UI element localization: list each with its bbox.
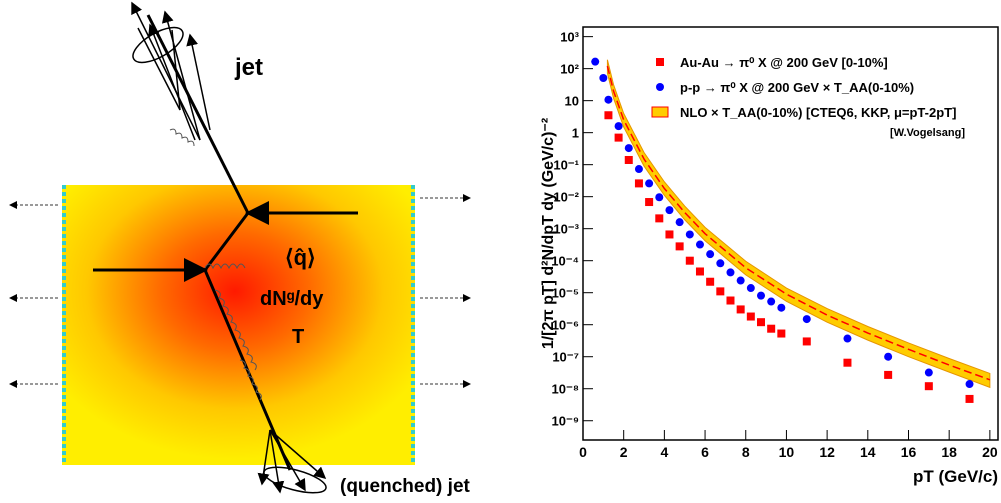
pp-point	[777, 303, 786, 312]
x-tick-label: 10	[779, 444, 795, 460]
chart: 10³ 10² 10 1 10⁻¹ 10⁻² 10⁻³ 10⁻⁴ 10⁻⁵ 10⁻⁶ 10⁻⁷ 10⁻…	[540, 26, 999, 486]
y-tick-label: 10⁻¹	[553, 158, 579, 173]
gluons	[169, 128, 262, 401]
y-axis-label: 1/[2π pT] d²N/dpT dy (GeV/c)⁻²	[540, 118, 557, 349]
legend-label: NLO × T_AA(0-10%) [CTEQ6, KKP, μ=pT-2pT]	[680, 105, 956, 120]
pp-point	[884, 352, 893, 361]
pp-point	[746, 284, 755, 293]
x-tick-label: 12	[819, 444, 835, 460]
partons	[93, 14, 358, 471]
pp-point	[624, 144, 633, 153]
au-au-point	[604, 111, 613, 120]
pp-point	[685, 230, 694, 239]
x-tick-label: 16	[901, 444, 917, 460]
x-tick-label: 0	[579, 444, 587, 460]
pp-point	[665, 206, 674, 215]
pp-point	[726, 268, 735, 277]
y-tick-label: 1	[572, 126, 579, 141]
pp-point	[645, 179, 654, 188]
au-au-point	[695, 267, 704, 276]
x-tick-label: 4	[660, 444, 668, 460]
y-tick-label: 10⁻⁷	[552, 350, 579, 365]
au-au-point	[665, 230, 674, 239]
au-au-point	[685, 256, 694, 265]
x-tick-label: 6	[701, 444, 709, 460]
pp-point	[716, 259, 725, 268]
x-axis-label: pT (GeV/c)	[913, 467, 998, 486]
au-au-point	[614, 133, 623, 142]
pp-point	[695, 240, 704, 249]
y-tick-label: 10⁻³	[553, 222, 579, 237]
pp-point	[924, 368, 933, 377]
au-au-point	[777, 329, 786, 338]
label-dndy: dNᵍ/dy	[260, 288, 324, 310]
au-au-point	[726, 296, 735, 305]
pp-point	[757, 291, 766, 300]
uncertainty-band	[606, 59, 991, 389]
au-au-point	[746, 312, 755, 321]
pp-point	[965, 380, 974, 389]
au-au-point	[624, 155, 633, 164]
pp-point	[604, 95, 613, 104]
pp-point	[634, 165, 643, 174]
y-tick-label: 10⁻⁴	[551, 254, 579, 269]
x-tick-label: 18	[941, 444, 957, 460]
au-au-point	[655, 214, 664, 223]
annotation: [W.Vogelsang]	[890, 127, 965, 139]
pp-point	[675, 218, 684, 227]
y-tick-label: 10	[565, 94, 579, 109]
x-tick-label: 14	[860, 444, 876, 460]
y-tick-label: 10⁻⁸	[552, 382, 579, 397]
pp-point	[802, 315, 811, 324]
label-jet: jet	[234, 54, 263, 81]
au-au-point	[767, 324, 776, 333]
pp-point	[843, 334, 852, 343]
legend-marker	[656, 58, 664, 66]
y-tick-label: 10⁻²	[553, 190, 579, 205]
au-au-point	[675, 242, 684, 251]
medium	[62, 185, 415, 465]
plot-frame	[582, 26, 999, 441]
au-au-point	[634, 179, 643, 188]
label-quenched-jet: (quenched) jet	[340, 476, 471, 497]
y-tick-label: 10³	[560, 30, 579, 45]
label-temperature: T	[292, 326, 304, 348]
y-tick-label: 10⁻⁵	[552, 286, 579, 301]
x-tick-label: 2	[620, 444, 628, 460]
au-au-point	[716, 287, 725, 296]
au-au-point	[706, 277, 715, 286]
pp-point	[767, 297, 776, 306]
x-tick-label: 20	[982, 444, 998, 460]
au-au-point	[757, 318, 766, 327]
nlo-curve	[606, 65, 991, 381]
diagram: jet ⟨q̂⟩ dNᵍ/dy T (quenched) jet	[9, 1, 471, 497]
au-au-point	[736, 305, 745, 314]
expansion-arrows	[9, 194, 471, 388]
y-tick-label: 10²	[560, 62, 579, 77]
au-au-point	[884, 370, 893, 379]
au-au-point	[802, 337, 811, 346]
pp-point	[599, 74, 608, 83]
jet-cones	[131, 1, 327, 494]
x-tick-label: 8	[742, 444, 750, 460]
legend-marker	[651, 106, 669, 118]
au-au-point	[924, 382, 933, 391]
y-tick-label: 10⁻⁶	[552, 318, 579, 333]
pp-point	[655, 193, 664, 202]
legend-label: p-p → π⁰ X @ 200 GeV × T_AA(0-10%)	[680, 80, 914, 95]
au-au-point	[965, 394, 974, 403]
y-tick-label: 10⁻⁹	[552, 414, 580, 429]
label-qhat: ⟨q̂⟩	[285, 245, 316, 270]
pp-point	[736, 276, 745, 285]
legend-label: Au-Au → π⁰ X @ 200 GeV [0-10%]	[680, 55, 888, 70]
au-au-point	[645, 198, 654, 207]
pp-point	[591, 57, 600, 66]
legend-marker	[656, 83, 664, 91]
pp-point	[614, 122, 623, 131]
au-au-point	[843, 358, 852, 367]
pp-point	[706, 250, 715, 259]
